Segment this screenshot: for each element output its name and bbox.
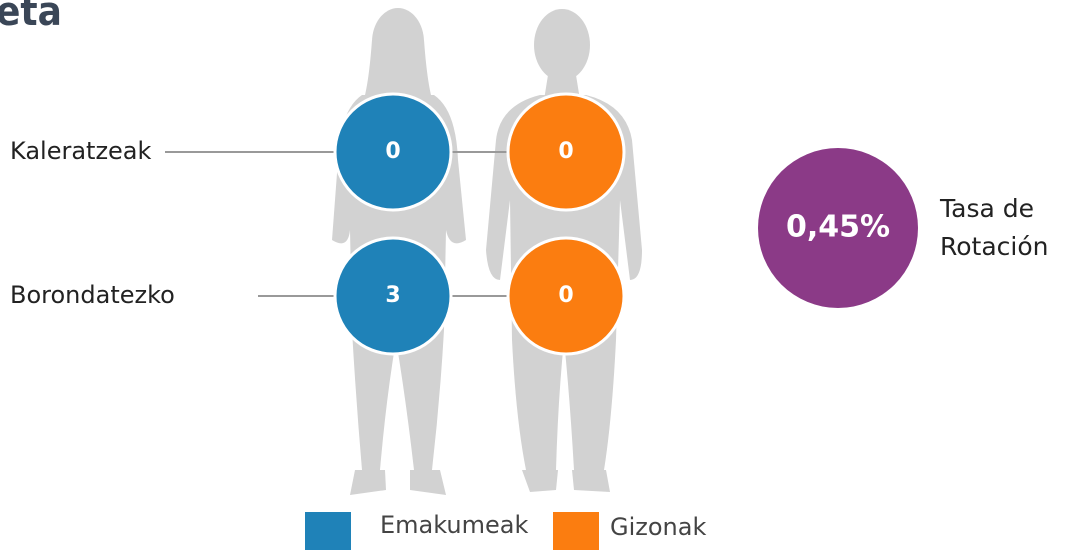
men-value: 0 [558, 283, 573, 308]
legend-label: Gizonak [610, 513, 706, 541]
row-label: Borondatezko [10, 281, 175, 309]
rate-value: 0,45% [786, 210, 890, 245]
women-circle [333, 236, 453, 356]
rate-label: Rotación [940, 232, 1049, 261]
legend-label: Emakumeak [380, 511, 528, 539]
row-label: Kaleratzeak [10, 137, 152, 165]
men-circle [506, 92, 626, 212]
men-value: 0 [558, 139, 573, 164]
rate-circle [758, 148, 918, 308]
men-circle [506, 236, 626, 356]
legend-swatch [305, 512, 351, 550]
women-value: 3 [385, 283, 400, 308]
title: eta [0, 0, 62, 35]
legend-swatch [553, 512, 599, 550]
rate-label: Tasa de [939, 194, 1034, 223]
women-circle [333, 92, 453, 212]
women-value: 0 [385, 139, 400, 164]
